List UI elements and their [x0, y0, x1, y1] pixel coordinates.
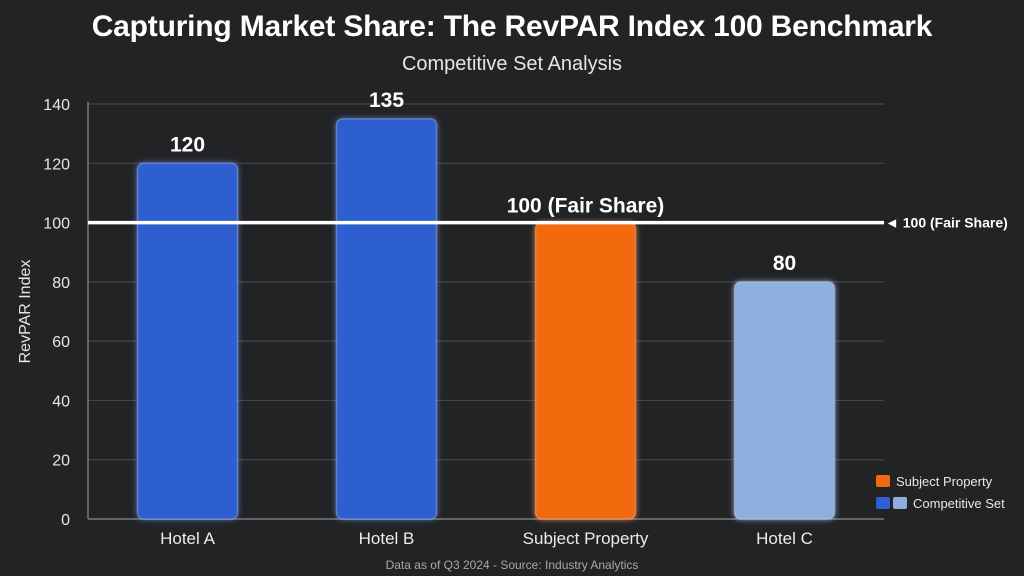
legend-label: Competitive Set: [913, 495, 1005, 511]
legend-item-subject-property: Subject Property: [876, 470, 1005, 492]
chart-subtitle: Competitive Set Analysis: [401, 53, 623, 75]
legend-swatch-light-blue: [893, 497, 907, 509]
x-tick-label: Hotel A: [160, 529, 215, 548]
y-tick-label: 20: [52, 453, 70, 470]
legend-label: Subject Property: [896, 473, 993, 489]
labels: Hotel A 120 Hotel B 135 Subject Property 100 …: [160, 89, 813, 548]
y-tick-label: 120: [43, 156, 70, 173]
y-tick-label: 140: [43, 97, 70, 114]
reference-line-group: ◄ 100 (Fair Share): [88, 215, 1008, 231]
x-tick-label: Subject Property: [523, 529, 649, 548]
x-tick-label: Hotel C: [756, 529, 813, 548]
y-axis-title: RevPAR Index: [17, 260, 34, 364]
bar: [534, 221, 637, 520]
y-tick-label: 100: [43, 216, 70, 233]
y-tick-label: 40: [52, 393, 70, 410]
bar: [335, 118, 438, 520]
reference-line-label: ◄ 100 (Fair Share): [885, 215, 1008, 231]
legend-swatch-orange: [876, 475, 890, 487]
legend-swatch-blue: [876, 497, 890, 509]
chart-title: Capturing Market Share: The RevPAR Index…: [91, 10, 933, 43]
y-tick-label: 0: [61, 512, 70, 529]
bar: [733, 281, 836, 520]
x-tick-label: Hotel B: [359, 529, 415, 548]
y-tick-label: 80: [52, 275, 70, 292]
data-label: 120: [170, 133, 205, 156]
legend: Subject Property Competitive Set: [876, 470, 1005, 514]
data-label: 80: [773, 252, 796, 275]
bars: [136, 118, 836, 520]
bar: [136, 162, 239, 520]
source-footnote: Data as of Q3 2024 - Source: Industry An…: [385, 558, 639, 572]
legend-item-competitive-set: Competitive Set: [876, 492, 1005, 514]
y-tick-label: 60: [52, 334, 70, 351]
data-label: 100 (Fair Share): [507, 195, 665, 218]
data-label: 135: [369, 89, 404, 112]
